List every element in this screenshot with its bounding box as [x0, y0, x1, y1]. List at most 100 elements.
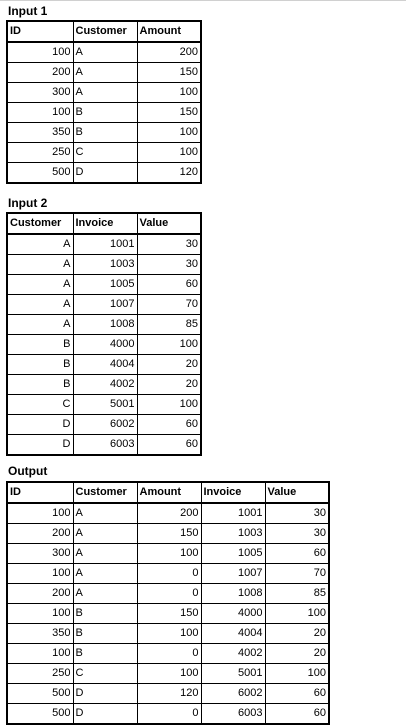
table-row: D 6003 60	[6, 434, 202, 456]
amount-cell: 0	[136, 563, 202, 584]
value-cell: 30	[136, 233, 202, 255]
invoice-cell: 1007	[72, 294, 138, 315]
customer-cell: D	[72, 162, 138, 184]
sheet-top-border	[0, 0, 406, 1]
id-cell: 350	[6, 623, 74, 644]
table-row: A 1008 85	[6, 314, 202, 335]
table-row: 300 A 100	[6, 82, 202, 103]
column-header-customer: Customer	[72, 20, 138, 43]
customer-cell: A	[72, 41, 138, 63]
customer-cell: B	[72, 623, 138, 644]
value-cell: 85	[264, 583, 330, 604]
invoice-cell: 4002	[72, 374, 138, 395]
amount-cell: 100	[136, 543, 202, 564]
customer-cell: D	[6, 434, 74, 456]
column-header-value: Value	[136, 212, 202, 235]
id-cell: 300	[6, 543, 74, 564]
customer-cell: C	[72, 142, 138, 163]
output-table: ID Customer Amount Invoice Value 100 A 200…	[6, 481, 330, 725]
amount-cell: 100	[136, 663, 202, 684]
id-cell: 500	[6, 162, 74, 184]
invoice-cell: 6003	[72, 434, 138, 456]
table-row: C 5001 100	[6, 394, 202, 415]
value-cell: 20	[136, 374, 202, 395]
value-cell: 85	[136, 314, 202, 335]
invoice-cell: 6002	[200, 683, 266, 704]
customer-cell: B	[6, 354, 74, 375]
input2-table: Customer Invoice Value A 1001 30 A 1003 30 A 10…	[6, 212, 202, 456]
table-row: 100 A 0 1007 70	[6, 563, 330, 584]
invoice-cell: 4000	[72, 334, 138, 355]
input1-table: ID Customer Amount 100 A 200 200 A 150 300 A 100…	[6, 20, 202, 184]
value-cell: 30	[264, 502, 330, 524]
customer-cell: A	[72, 563, 138, 584]
amount-cell: 100	[136, 142, 202, 163]
input2-title: Input 2	[8, 196, 48, 210]
amount-cell: 100	[136, 82, 202, 103]
invoice-cell: 1003	[72, 254, 138, 275]
table-row: 100 B 150 4000 100	[6, 603, 330, 624]
table-row: A 1007 70	[6, 294, 202, 315]
value-cell: 20	[264, 623, 330, 644]
table-row: A 1005 60	[6, 274, 202, 295]
amount-cell: 0	[136, 583, 202, 604]
customer-cell: A	[6, 294, 74, 315]
value-cell: 60	[136, 274, 202, 295]
invoice-cell: 1007	[200, 563, 266, 584]
value-cell: 20	[264, 643, 330, 664]
customer-cell: A	[72, 523, 138, 544]
customer-cell: A	[72, 543, 138, 564]
invoice-cell: 1005	[72, 274, 138, 295]
table-row: D 6002 60	[6, 414, 202, 435]
amount-cell: 100	[136, 122, 202, 143]
customer-cell: D	[6, 414, 74, 435]
table-row: 200 A 0 1008 85	[6, 583, 330, 604]
customer-cell: B	[72, 102, 138, 123]
value-cell: 70	[136, 294, 202, 315]
table-row: B 4000 100	[6, 334, 202, 355]
value-cell: 20	[136, 354, 202, 375]
id-cell: 350	[6, 122, 74, 143]
amount-cell: 200	[136, 502, 202, 524]
invoice-cell: 4004	[72, 354, 138, 375]
invoice-cell: 6002	[72, 414, 138, 435]
column-header-customer: Customer	[6, 212, 74, 235]
value-cell: 100	[264, 663, 330, 684]
id-cell: 100	[6, 502, 74, 524]
table-row: 100 A 200 1001 30	[6, 502, 330, 524]
value-cell: 60	[264, 703, 330, 725]
value-cell: 60	[264, 543, 330, 564]
id-cell: 100	[6, 643, 74, 664]
invoice-cell: 5001	[72, 394, 138, 415]
id-cell: 200	[6, 62, 74, 83]
amount-cell: 150	[136, 603, 202, 624]
value-cell: 100	[136, 394, 202, 415]
customer-cell: D	[72, 683, 138, 704]
id-cell: 500	[6, 703, 74, 725]
customer-cell: C	[72, 663, 138, 684]
invoice-cell: 1003	[200, 523, 266, 544]
customer-cell: C	[6, 394, 74, 415]
table-row: 100 B 150	[6, 102, 202, 123]
id-cell: 100	[6, 41, 74, 63]
column-header-id: ID	[6, 481, 74, 504]
invoice-cell: 1001	[72, 233, 138, 255]
table-row: B 4004 20	[6, 354, 202, 375]
amount-cell: 120	[136, 683, 202, 704]
input1-title: Input 1	[8, 4, 48, 18]
amount-cell: 100	[136, 623, 202, 644]
column-header-invoice: Invoice	[72, 212, 138, 235]
amount-cell: 150	[136, 62, 202, 83]
id-cell: 250	[6, 663, 74, 684]
customer-cell: B	[72, 603, 138, 624]
customer-cell: A	[6, 254, 74, 275]
value-cell: 60	[264, 683, 330, 704]
customer-cell: A	[72, 62, 138, 83]
column-header-customer: Customer	[72, 481, 138, 504]
customer-cell: A	[6, 274, 74, 295]
invoice-cell: 1001	[200, 502, 266, 524]
id-cell: 200	[6, 583, 74, 604]
invoice-cell: 5001	[200, 663, 266, 684]
column-header-id: ID	[6, 20, 74, 43]
column-header-invoice: Invoice	[200, 481, 266, 504]
